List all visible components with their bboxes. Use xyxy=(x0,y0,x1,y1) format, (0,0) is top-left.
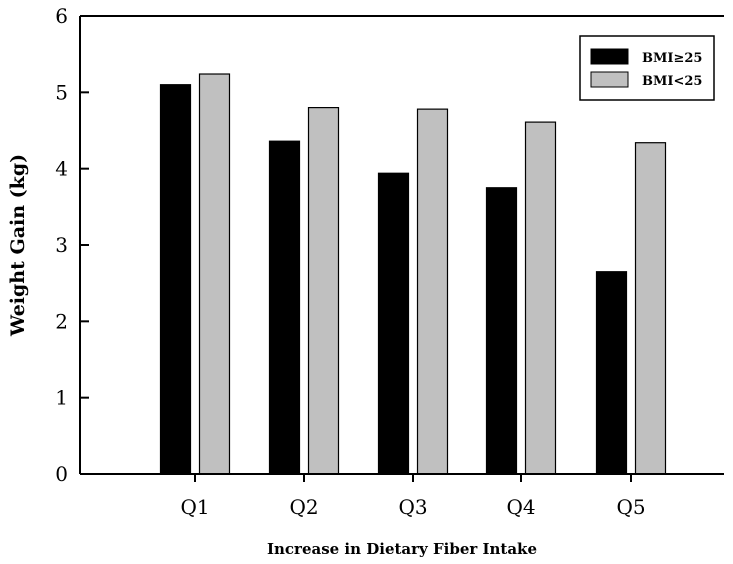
bars-layer xyxy=(159,73,667,475)
x-tick-label-q4: Q4 xyxy=(506,495,535,519)
bar-bmi-lt-25-q4 xyxy=(524,121,557,475)
legend-label-bmi-ge-25: BMI≥25 xyxy=(642,51,702,66)
bar-bmi-ge-25-q1 xyxy=(159,84,192,475)
y-tick-label: 1 xyxy=(55,386,68,410)
y-tick-label: 3 xyxy=(55,233,68,257)
bar-bmi-lt-25-q1 xyxy=(198,73,231,475)
x-tick-label-q3: Q3 xyxy=(398,495,427,519)
y-ticks: 0 1 2 3 4 5 6 xyxy=(55,4,89,486)
y-tick-label: 4 xyxy=(55,157,68,181)
y-tick-label: 6 xyxy=(55,4,68,28)
legend-box xyxy=(579,35,715,101)
legend-label-bmi-lt-25: BMI<25 xyxy=(642,74,702,89)
y-axis-title: Weight Gain (kg) xyxy=(7,154,29,337)
x-tick-label-q1: Q1 xyxy=(180,495,209,519)
bar-bmi-ge-25-q2 xyxy=(268,140,301,475)
legend: BMI≥25 BMI<25 xyxy=(579,35,715,101)
legend-swatch-bmi-lt-25 xyxy=(590,71,629,88)
bar-bmi-ge-25-q4 xyxy=(485,187,518,475)
legend-swatch-bmi-ge-25 xyxy=(590,48,629,65)
bar-bmi-lt-25-q5 xyxy=(634,142,667,475)
y-tick-label: 2 xyxy=(55,309,68,333)
bar-bmi-ge-25-q3 xyxy=(377,172,410,475)
bar-bmi-lt-25-q3 xyxy=(416,108,449,475)
bar-bmi-lt-25-q2 xyxy=(307,106,340,475)
x-ticks: Q1 Q2 Q3 Q4 Q5 xyxy=(180,474,646,519)
x-tick-label-q2: Q2 xyxy=(289,495,318,519)
bar-bmi-ge-25-q5 xyxy=(595,271,628,475)
x-axis-title: Increase in Dietary Fiber Intake xyxy=(267,540,537,558)
x-tick-label-q5: Q5 xyxy=(616,495,645,519)
y-tick-label: 5 xyxy=(55,80,68,104)
y-tick-label: 0 xyxy=(55,462,68,486)
